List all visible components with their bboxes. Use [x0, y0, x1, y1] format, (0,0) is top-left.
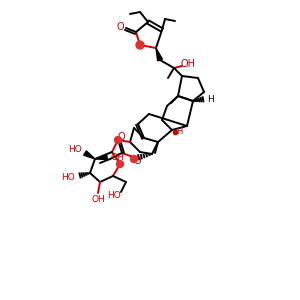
Text: O: O — [116, 22, 124, 32]
Text: H: H — [176, 128, 182, 136]
Text: HO: HO — [61, 173, 75, 182]
Text: O: O — [117, 132, 125, 142]
Polygon shape — [84, 151, 95, 159]
Text: HO: HO — [68, 146, 82, 154]
Circle shape — [115, 136, 122, 143]
Text: O: O — [133, 156, 141, 166]
Text: OH: OH — [91, 194, 105, 203]
Circle shape — [116, 160, 124, 167]
Polygon shape — [95, 154, 107, 160]
Circle shape — [136, 41, 144, 49]
Text: H: H — [208, 94, 214, 103]
Text: HO: HO — [107, 191, 121, 200]
Text: OH: OH — [181, 59, 196, 69]
Text: OH: OH — [110, 152, 124, 161]
Polygon shape — [156, 48, 162, 61]
Circle shape — [130, 155, 137, 163]
